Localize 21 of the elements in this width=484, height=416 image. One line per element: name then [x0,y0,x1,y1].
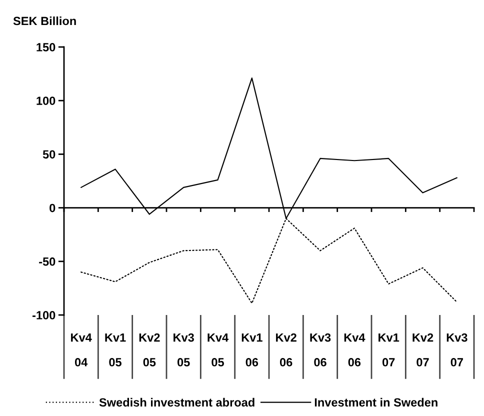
category-label: Kv3 07 [446,333,468,366]
category-label: Kv2 07 [412,333,434,366]
y-tick-label: -50 [39,257,56,266]
category-label: Kv3 06 [310,333,331,366]
category-label: Kv4 06 [344,333,366,366]
category-label: Kv2 06 [276,333,296,366]
y-tick-label: -100 [32,311,56,320]
y-tick-label: 50 [42,150,56,159]
legend-label: Investment in Sweden [314,398,438,407]
y-tick-label: 0 [50,204,56,212]
category-label: Kv1 07 [378,333,400,366]
y-tick-label: 100 [36,96,56,105]
category-label: Kv1 06 [242,333,262,366]
y-axis-title: SEK Billion [13,16,76,26]
category-label: Kv3 05 [174,333,194,366]
legend-label: Swedish investment abroad [99,398,254,407]
y-tick-label: 150 [36,43,56,52]
category-label: Kv4 04 [71,333,92,366]
category-label: Kv4 05 [208,333,229,366]
category-label: Kv2 05 [139,333,160,366]
category-label: Kv1 05 [105,333,126,366]
